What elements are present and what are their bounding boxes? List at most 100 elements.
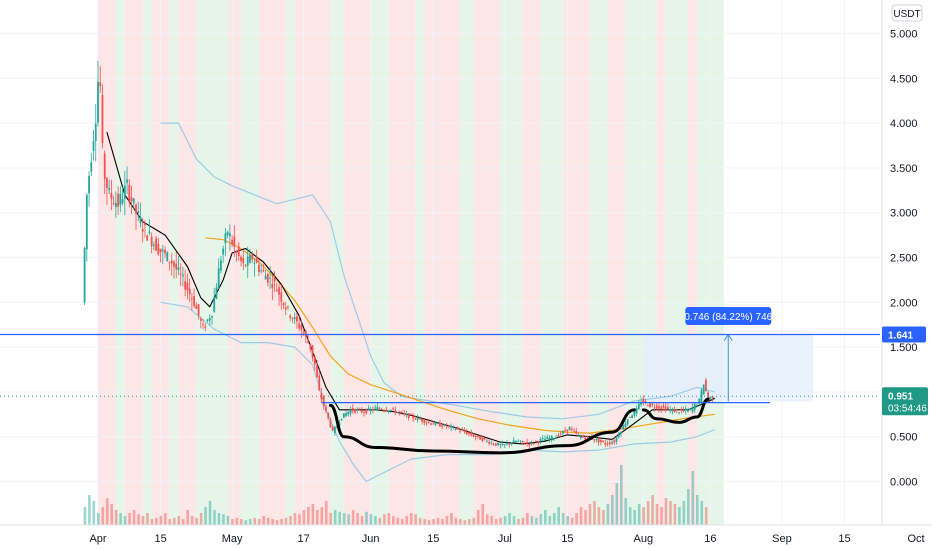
candle-body [577, 435, 580, 437]
volume-bar [101, 507, 105, 525]
candle-body [358, 408, 361, 410]
volume-bar [642, 507, 645, 525]
candle-body [208, 318, 211, 321]
candle-body [678, 412, 680, 414]
volume-bar [284, 517, 288, 525]
candle-body [499, 444, 502, 446]
candle-body [568, 426, 571, 431]
candle-body [135, 204, 137, 214]
candle-body [653, 407, 656, 409]
resistance-price-tag-text: 1.641 [888, 330, 913, 341]
candle-body [251, 254, 254, 260]
time-tick-label: Sep [772, 533, 792, 545]
time-axis[interactable]: Apr 15 May 17 Jun 15 Jul 15 Aug 16 Sep 15 Oct [0, 524, 932, 550]
volume-bar [494, 519, 498, 525]
candle-body [582, 435, 584, 438]
volume-bar [526, 513, 529, 525]
candle-body [488, 441, 491, 444]
candle-body [394, 410, 397, 413]
candle-body [99, 82, 102, 87]
regime-bear [424, 0, 461, 525]
band-upper [160, 122, 716, 420]
volume-bar [548, 516, 552, 525]
volume-bar [266, 517, 270, 525]
regime-bear [688, 0, 697, 525]
volume-bar [329, 513, 333, 525]
candle-body [139, 217, 142, 224]
candle-body [401, 412, 403, 413]
time-tick-label: 17 [297, 533, 309, 545]
candle-body [521, 440, 524, 443]
candle-body [586, 436, 589, 437]
candle-body [412, 415, 415, 419]
candle-body [539, 438, 542, 441]
candle-body [441, 425, 444, 427]
candle-body [150, 236, 153, 247]
volume-bar [454, 517, 458, 525]
candle-body [519, 440, 522, 442]
price-axis[interactable]: 5.000 4.500 4.000 3.500 3.000 2.500 2.000 1.500… [881, 0, 932, 525]
candle-body [481, 437, 484, 442]
volume-bar [226, 516, 230, 525]
volume-bar [704, 507, 708, 525]
time-axis-background [0, 525, 932, 550]
candle-body [144, 223, 146, 225]
volume-bar [387, 513, 391, 525]
currency-badge[interactable]: USDT [891, 4, 923, 22]
candle-body [655, 405, 658, 409]
candle-body [439, 422, 441, 427]
candle-body [689, 408, 692, 410]
volume-bar [678, 507, 681, 525]
volume-bar [105, 498, 109, 525]
candle-body [157, 243, 160, 255]
band-lower [160, 301, 716, 483]
candle-body [517, 441, 520, 442]
background-regimes [98, 0, 724, 525]
volume-bar [181, 519, 185, 525]
volume-bar [378, 517, 382, 525]
volume-bar [552, 513, 556, 525]
candle-body [637, 403, 640, 409]
candle-body [389, 409, 392, 411]
volume-bar [400, 519, 404, 525]
volume-bar [700, 501, 704, 525]
candle-body [530, 441, 533, 443]
candle-body [114, 202, 117, 207]
candle-body [608, 442, 611, 444]
candle-body [220, 260, 222, 271]
candle-body [633, 410, 636, 416]
volume-bar [262, 516, 265, 525]
candle-body [579, 436, 582, 438]
candle-body [566, 429, 569, 431]
handle-curve [641, 397, 710, 424]
candle-body [182, 274, 184, 277]
candle-body [108, 187, 111, 190]
candle-body [331, 427, 334, 431]
candle-body [436, 423, 439, 425]
candle-body [561, 430, 564, 434]
volume-bar [244, 520, 248, 525]
candle-body [184, 281, 187, 290]
candle-body [92, 141, 95, 152]
volume-bar [369, 514, 373, 525]
volume-bar [92, 501, 96, 525]
candle-body [682, 410, 685, 412]
candle-body [313, 356, 316, 365]
candle-body [541, 437, 544, 439]
volume-bar [164, 513, 167, 525]
volume-bar [132, 510, 136, 525]
volume-bar [414, 514, 417, 525]
candle-body [327, 412, 330, 419]
candle-body [249, 254, 251, 263]
volume-bar [637, 504, 641, 525]
candle-body [349, 409, 352, 414]
candle-body [584, 437, 587, 440]
volume-bar [544, 510, 547, 525]
current-price-tag [882, 387, 928, 416]
volume-bar [584, 510, 587, 525]
volume-bar [450, 513, 453, 525]
volume-bar [468, 519, 471, 525]
volume-bar [615, 483, 619, 525]
